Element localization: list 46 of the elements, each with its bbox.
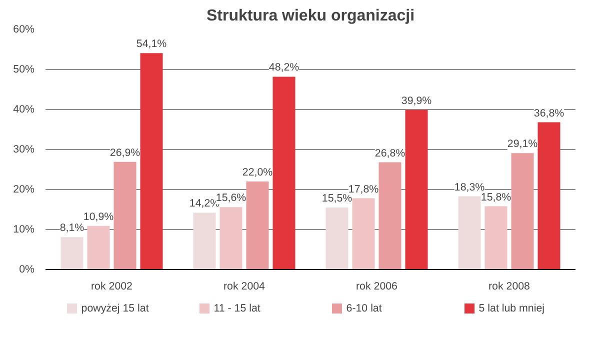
data-label: 18,3%: [454, 181, 486, 194]
bar: [538, 122, 560, 270]
data-label: 10,9%: [83, 210, 114, 223]
bar: [484, 206, 508, 270]
legend-label: 5 lat lub mniej: [478, 302, 545, 314]
y-tick-label: 10%: [13, 224, 36, 236]
x-tick-label: rok 2008: [488, 280, 530, 292]
legend-label: 11 - 15 lat: [214, 302, 260, 314]
bar: [246, 182, 269, 270]
x-tick-label: rok 2006: [356, 280, 398, 292]
y-tick-label: 60%: [13, 24, 36, 36]
bar: [272, 76, 296, 270]
data-label: 15,5%: [322, 192, 353, 204]
data-label: 29,1%: [507, 138, 538, 150]
y-tick-label: 20%: [13, 184, 36, 196]
data-label: 17,8%: [348, 183, 380, 196]
y-tick-label: 30%: [13, 144, 36, 156]
data-label: 54,1%: [136, 38, 168, 50]
x-tick-label: rok 2004: [224, 280, 266, 292]
data-label: 26,8%: [374, 147, 406, 160]
data-label: 26,9%: [110, 146, 141, 159]
data-label: 36,8%: [534, 107, 565, 120]
bar: [405, 110, 428, 270]
bar: [458, 196, 481, 270]
bar: [114, 162, 136, 270]
bar: [193, 212, 216, 270]
data-label: 8,1%: [60, 222, 85, 234]
bar: [140, 53, 163, 270]
data-label: 39,9%: [401, 94, 432, 107]
bar: [87, 226, 110, 270]
legend-label: powyżej 15 lat: [81, 302, 149, 314]
data-label: 15,8%: [480, 191, 512, 204]
y-tick-label: 0%: [19, 264, 36, 276]
bar: [352, 198, 375, 270]
y-tick-label: 40%: [13, 104, 36, 116]
bar: [60, 237, 84, 270]
bar: [378, 162, 402, 270]
x-tick-label: rok 2002: [91, 280, 133, 292]
bar: [326, 208, 348, 270]
data-label: 48,2%: [268, 62, 300, 74]
chart-title: Struktura wieku organizacji: [206, 8, 415, 24]
bar: [511, 153, 534, 270]
data-label: 22,0%: [242, 166, 274, 178]
y-tick-label: 50%: [13, 64, 36, 76]
bar: [220, 207, 242, 270]
legend-label: 6-10 lat: [346, 302, 382, 314]
